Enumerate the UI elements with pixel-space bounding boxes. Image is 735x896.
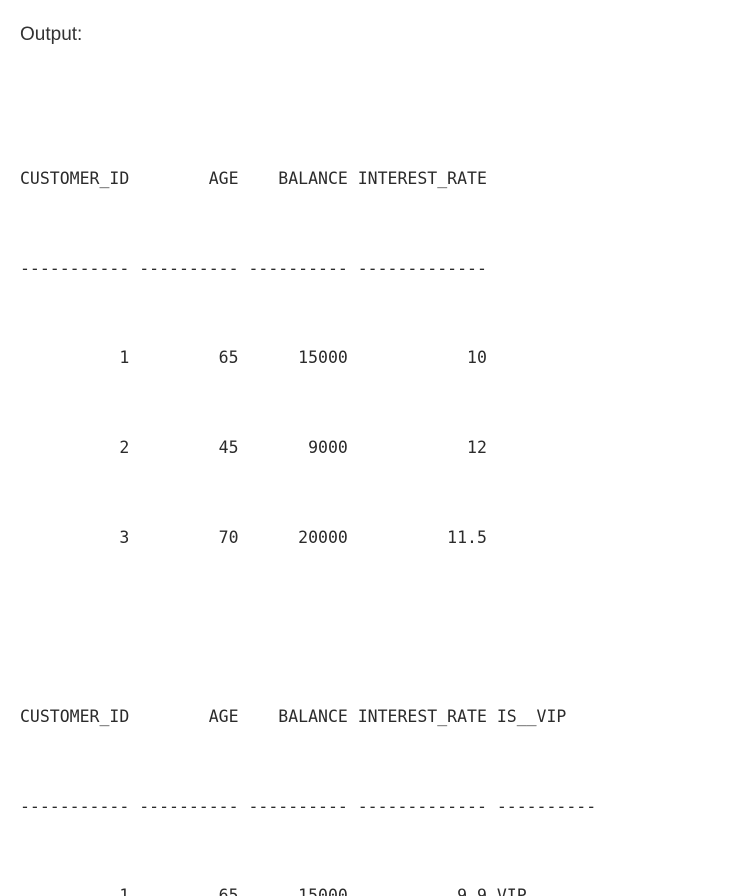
query1-row: 3 70 20000 11.5: [20, 528, 487, 547]
query2-row: 1 65 15000 9.9 VIP: [20, 886, 527, 896]
query2-header: CUSTOMER_ID AGE BALANCE INTEREST_RATE IS…: [20, 707, 567, 726]
sql-output-block: CUSTOMER_ID AGE BALANCE INTEREST_RATE --…: [20, 104, 596, 896]
query1-separator: ----------- ---------- ---------- ------…: [20, 259, 487, 278]
output-label: Output:: [20, 24, 83, 45]
query1-header: CUSTOMER_ID AGE BALANCE INTEREST_RATE: [20, 169, 487, 188]
query2-separator: ----------- ---------- ---------- ------…: [20, 797, 597, 816]
query1-row: 1 65 15000 10: [20, 348, 487, 367]
blank-line: [20, 613, 596, 642]
query1-row: 2 45 9000 12: [20, 438, 487, 457]
